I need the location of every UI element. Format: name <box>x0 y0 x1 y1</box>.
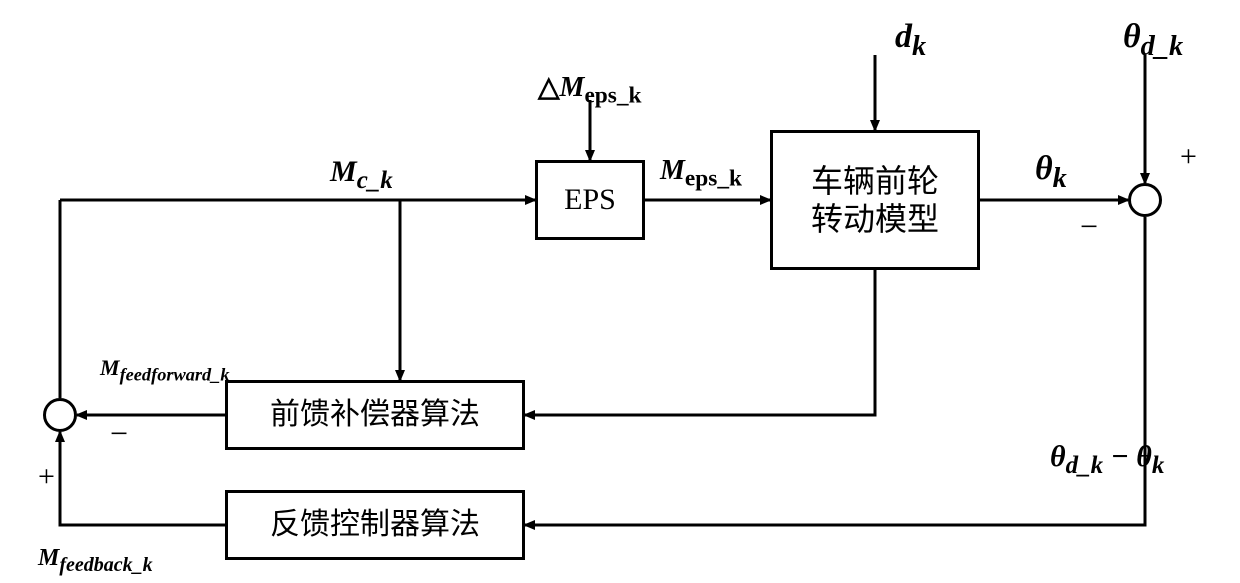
label-m-feedback: Mfeedback_k <box>38 545 153 577</box>
label-theta-k: θk <box>1035 150 1067 195</box>
label-m-feedforward: Mfeedforward_k <box>100 355 230 385</box>
label-error: θd_k − θk <box>1050 440 1164 480</box>
block-eps-label: EPS <box>564 182 616 218</box>
block-eps: EPS <box>535 160 645 240</box>
block-plant: 车辆前轮 转动模型 <box>770 130 980 270</box>
label-minus-right: − <box>1080 208 1098 245</box>
block-feedback: 反馈控制器算法 <box>225 490 525 560</box>
wire-fb_to_sumL <box>60 432 225 525</box>
label-minus-left: − <box>110 415 128 452</box>
label-plus-right: + <box>1180 140 1197 174</box>
label-dk: dk <box>895 18 926 63</box>
label-plus-left: + <box>38 460 55 494</box>
block-fb-label: 反馈控制器算法 <box>270 507 480 543</box>
label-theta-dk: θd_k <box>1123 18 1183 63</box>
sum-right <box>1128 183 1162 217</box>
block-plant-label: 车辆前轮 转动模型 <box>811 162 939 239</box>
sum-left <box>43 398 77 432</box>
wire-plant_to_ff <box>525 270 875 415</box>
label-delta-meps-k: △Meps_k <box>538 70 642 110</box>
label-mc-k: Mc_k <box>330 155 393 195</box>
label-meps-k: Meps_k <box>660 155 742 193</box>
block-feedforward: 前馈补偿器算法 <box>225 380 525 450</box>
block-ff-label: 前馈补偿器算法 <box>270 397 480 433</box>
